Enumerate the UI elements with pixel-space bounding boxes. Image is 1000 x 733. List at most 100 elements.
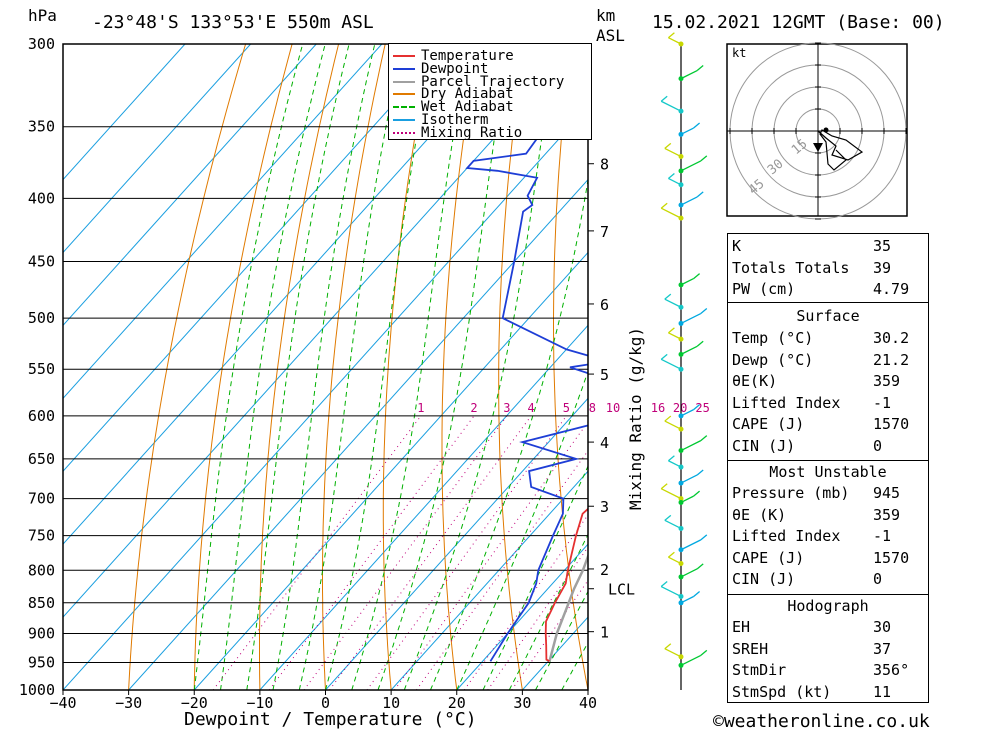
legend-swatch [393, 55, 415, 57]
hodograph-trace [817, 129, 864, 171]
wind-barb-flag [667, 32, 675, 39]
pressure-tick-label: 300 [28, 35, 55, 53]
mixing-ratio-line [303, 415, 508, 690]
wet-adiabat-line [535, 590, 588, 690]
wind-barb-flag [667, 172, 675, 179]
wind-barb-shaft [680, 568, 698, 578]
wind-profile-dot [678, 426, 684, 432]
surface-row: Lifted Index -1 [728, 394, 928, 415]
wind-profile-dot [678, 282, 684, 288]
isotherm-line [456, 543, 588, 690]
height-unit-asl-label: ASL [596, 26, 625, 45]
wind-barb-flag [693, 490, 701, 497]
surface-row-label: CIN (J) [732, 436, 796, 455]
wind-profile-dot [678, 480, 684, 486]
wind-profile-dot [678, 593, 684, 599]
wind-profile-dot [678, 496, 684, 502]
wet-adiabat-line [325, 44, 435, 690]
wet-adiabat-line [508, 533, 588, 690]
wind-barb-flag [696, 469, 704, 476]
height-unit-label: km [596, 6, 616, 25]
hodograph-row: StmDir 356° [728, 661, 928, 682]
legend-item: Dewpoint [421, 60, 489, 77]
isotherm-line [63, 44, 317, 327]
isotherm-line [63, 44, 186, 181]
most-unstable-row: Pressure (mb) 945 [728, 484, 928, 505]
mixing-ratio-line [329, 415, 532, 690]
x-tick-label: −20 [181, 694, 208, 712]
wind-profile-dot [678, 662, 684, 668]
wind-barb-flag [693, 273, 701, 280]
isotherm-line [63, 105, 588, 690]
wind-profile-dot [678, 182, 684, 188]
wet-adiabat-line [220, 44, 326, 690]
wind-barb-shaft [660, 358, 682, 370]
index-row-value: 39 [873, 258, 892, 277]
wind-profile-dot [678, 168, 684, 174]
wind-profile-dot [678, 525, 684, 531]
most-unstable-row-value: 0 [873, 570, 883, 588]
wind-barb-flag [664, 293, 672, 300]
chart-legend: Temperature Dewpoint Parcel Trajectory Dry … [388, 43, 592, 140]
x-tick-label: −30 [115, 694, 142, 712]
hodograph-row-value: 11 [873, 682, 892, 701]
isotherm-line [390, 470, 588, 690]
wind-profile-dot [678, 202, 684, 208]
hodograph-row: StmSpd (kt) 11 [728, 683, 928, 704]
wind-barb-flag [664, 514, 672, 521]
wind-profile-dot [678, 108, 684, 114]
wind-barb-flag [696, 191, 704, 198]
x-axis-label: Dewpoint / Temperature (°C) [184, 709, 477, 730]
wind-barb-flag [700, 308, 708, 315]
wind-barb-shaft [660, 585, 682, 598]
isotherm-line [128, 178, 588, 690]
wind-profile-dot [678, 547, 684, 553]
pressure-tick-label: 700 [28, 490, 55, 508]
wind-profile-dot [678, 654, 684, 660]
indices-table: K 35 Totals Totals 39 PW (cm) 4.79 Surface Te… [727, 233, 929, 703]
mixing-ratio-line [463, 514, 588, 690]
surface-row-value: 359 [873, 372, 901, 390]
surface-row-label: Temp (°C) [732, 329, 814, 347]
wet-adiabat-line [351, 44, 470, 690]
most-unstable-section-title: Most Unstable [769, 463, 887, 481]
pressure-tick-label: 500 [28, 309, 55, 327]
height-tick-label: 5 [600, 366, 609, 384]
most-unstable-row-label: Lifted Index [732, 527, 841, 545]
wind-profile-dot [678, 561, 684, 567]
legend-swatch [393, 80, 415, 83]
wind-barb-flag [693, 590, 701, 597]
wet-adiabat-line [456, 369, 588, 690]
wind-barb-shaft [660, 207, 682, 219]
height-tick-label: 1 [600, 624, 609, 642]
wind-profile-dot [678, 41, 684, 47]
wind-barb-flag [693, 404, 701, 411]
dry-adiabat-line [944, 44, 1000, 690]
hodograph-row: SREH 37 [728, 640, 928, 661]
hodograph-section-title: Hodograph [787, 597, 869, 615]
wind-profile-dot [678, 413, 684, 419]
pressure-tick-label: 600 [28, 407, 55, 425]
legend-swatch [393, 93, 415, 96]
most-unstable-row-value: -1 [873, 527, 892, 545]
wind-barb-flag [664, 415, 672, 422]
mixing-ratio-label: 10 [606, 401, 620, 415]
legend-item: Parcel Trajectory [421, 73, 565, 90]
legend-item: Dry Adiabat [421, 86, 514, 103]
isotherm-line [325, 397, 588, 690]
legend-item: Mixing Ratio [421, 124, 523, 141]
wind-profile-dot [678, 499, 684, 505]
height-tick-label: 6 [600, 296, 609, 314]
surface-row-value: 30.2 [873, 329, 910, 347]
surface-row: Temp (°C) 30.2 [728, 329, 928, 350]
wind-barb-flag [696, 340, 704, 347]
surface-row: CIN (J) 0 [728, 437, 928, 458]
wind-barb-flag [660, 581, 668, 588]
legend-item: Temperature [421, 48, 514, 64]
x-tick-label: 30 [513, 694, 531, 712]
mixing-ratio-label: 5 [563, 401, 570, 415]
wind-barb-flag [664, 142, 672, 149]
mixing-ratio-label: 16 [651, 401, 665, 415]
wind-barb-shaft [664, 519, 682, 530]
mixing-ratio-label: 25 [695, 401, 709, 415]
